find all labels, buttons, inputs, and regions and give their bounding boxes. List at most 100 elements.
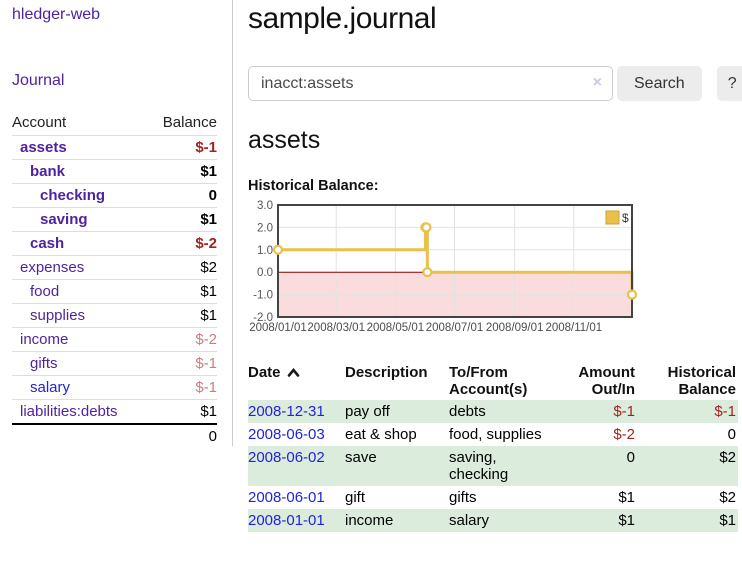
transaction-accounts: debts	[449, 403, 486, 420]
svg-text:3.0: 3.0	[257, 200, 273, 212]
transaction-balance: $2	[719, 449, 736, 466]
transaction-amount: $-2	[613, 426, 635, 443]
table-row: bank $1	[12, 159, 217, 184]
sidebar-item-journal[interactable]: Journal	[12, 72, 65, 89]
account-link-checking[interactable]: checking	[40, 187, 106, 204]
table-row: 2008-06-01 gift gifts $1 $2	[248, 486, 738, 509]
svg-text:0.0: 0.0	[257, 267, 273, 279]
transaction-date-link[interactable]: 2008-01-01	[248, 512, 325, 529]
amount-column-header: Amount Out/In	[578, 364, 635, 398]
account-balance: $1	[147, 303, 217, 328]
table-row: checking 0	[12, 183, 217, 208]
account-link-cash[interactable]: cash	[30, 235, 65, 252]
clear-search-icon[interactable]: ×	[592, 74, 602, 91]
svg-text:2008/07/01: 2008/07/01	[426, 322, 484, 334]
account-heading: assets	[248, 126, 321, 154]
account-balance: $1	[147, 399, 217, 424]
transaction-description: gift	[345, 489, 366, 506]
account-balance: $1	[147, 207, 217, 232]
svg-text:2008/01/01: 2008/01/01	[249, 322, 307, 334]
balance-column-header: Balance	[162, 114, 217, 131]
transaction-date-link[interactable]: 2008-06-01	[248, 489, 325, 506]
transaction-accounts: food, supplies	[449, 426, 542, 443]
transaction-balance: 0	[727, 426, 736, 443]
register-table: Date Description To/From Account(s) Amou…	[248, 362, 738, 532]
tofrom-column-header: To/From Account(s)	[449, 364, 528, 398]
svg-text:-2.0: -2.0	[253, 312, 273, 324]
chart-title: Historical Balance:	[248, 178, 379, 194]
account-column-header: Account	[12, 114, 67, 131]
account-balance: $-2	[147, 327, 217, 352]
transaction-date-link[interactable]: 2008-06-02	[248, 449, 325, 466]
svg-text:$: $	[622, 211, 629, 225]
svg-text:-1.0: -1.0	[253, 290, 273, 302]
account-link-bank[interactable]: bank	[30, 163, 66, 180]
account-link-expenses[interactable]: expenses	[20, 259, 85, 276]
table-row: 2008-06-02 save saving, checking 0 $2	[248, 446, 738, 486]
sidebar: hledger-web Journal Account Balance asse…	[0, 0, 233, 448]
transaction-balance: $2	[719, 489, 736, 506]
table-row: supplies $1	[12, 303, 217, 328]
table-row: 2008-01-01 income salary $1 $1	[248, 509, 738, 532]
search-button[interactable]: Search	[617, 66, 702, 101]
transaction-date-link[interactable]: 2008-06-03	[248, 426, 325, 443]
table-row: expenses $2	[12, 255, 217, 280]
account-link-liabilities-debts[interactable]: liabilities:debts	[20, 403, 118, 420]
transaction-description: pay off	[345, 403, 390, 420]
table-row: gifts $-1	[12, 351, 217, 376]
svg-text:2008/09/01: 2008/09/01	[486, 322, 544, 334]
search-input-wrapper: ×	[248, 66, 613, 101]
account-balance: $1	[147, 159, 217, 184]
date-header-label: Date	[248, 364, 281, 381]
account-link-income[interactable]: income	[20, 331, 69, 348]
table-row: 2008-06-03 eat & shop food, supplies $-2…	[248, 423, 738, 446]
search-form: × Search ?	[248, 66, 742, 101]
account-balance: $2	[147, 255, 217, 280]
balance-column-header: Historical Balance	[667, 364, 736, 398]
transaction-accounts: saving, checking	[449, 449, 509, 483]
accounts-total-row: 0	[12, 423, 217, 448]
svg-text:1.0: 1.0	[257, 245, 273, 257]
accounts-table-header: Account Balance	[12, 111, 217, 136]
table-row: liabilities:debts $1	[12, 399, 217, 424]
table-row: food $1	[12, 279, 217, 304]
transaction-amount: $1	[618, 512, 635, 529]
table-row: assets $-1	[12, 135, 217, 160]
svg-text:2008/11/01: 2008/11/01	[545, 322, 602, 334]
account-link-assets[interactable]: assets	[20, 139, 67, 156]
sort-ascending-icon	[287, 367, 299, 377]
transaction-accounts: gifts	[449, 489, 477, 506]
accounts-table: Account Balance assets $-1 bank $1 check…	[12, 111, 217, 448]
transaction-description: income	[345, 512, 394, 529]
search-input[interactable]	[248, 66, 613, 101]
table-row: 2008-12-31 pay off debts $-1 $-1	[248, 400, 738, 423]
svg-text:2.0: 2.0	[257, 222, 273, 234]
account-balance: $-1	[147, 375, 217, 400]
help-button[interactable]: ?	[716, 66, 742, 101]
account-link-salary[interactable]: salary	[30, 379, 71, 396]
register-table-header: Date Description To/From Account(s) Amou…	[248, 362, 738, 400]
page-title: sample.journal	[248, 2, 437, 35]
account-link-gifts[interactable]: gifts	[30, 355, 58, 372]
table-row: saving $1	[12, 207, 217, 232]
app-brand-link[interactable]: hledger-web	[12, 6, 101, 23]
svg-text:2008/03/01: 2008/03/01	[307, 322, 365, 334]
transaction-description: eat & shop	[345, 426, 417, 443]
table-row: salary $-1	[12, 375, 217, 400]
account-link-supplies[interactable]: supplies	[30, 307, 86, 324]
account-link-food[interactable]: food	[30, 283, 60, 300]
main-content: sample.journal × Search ? assets Histori…	[248, 0, 742, 532]
account-balance: $-1	[147, 135, 217, 160]
svg-text:2008/05/01: 2008/05/01	[367, 322, 425, 334]
table-row: income $-2	[12, 327, 217, 352]
transaction-amount: $1	[618, 489, 635, 506]
account-balance: $1	[147, 279, 217, 304]
date-column-header[interactable]: Date	[248, 362, 345, 400]
transaction-description: save	[345, 449, 377, 466]
account-balance: $-2	[147, 231, 217, 256]
account-link-saving[interactable]: saving	[40, 211, 88, 228]
historical-balance-chart: $3.0 2.0 1.0 0.0 -1.0 -2.0 2008/01/01 2008/03/0…	[248, 200, 742, 345]
transaction-balance: $-1	[714, 403, 736, 420]
account-balance: $-1	[147, 351, 217, 376]
transaction-date-link[interactable]: 2008-12-31	[248, 403, 325, 420]
